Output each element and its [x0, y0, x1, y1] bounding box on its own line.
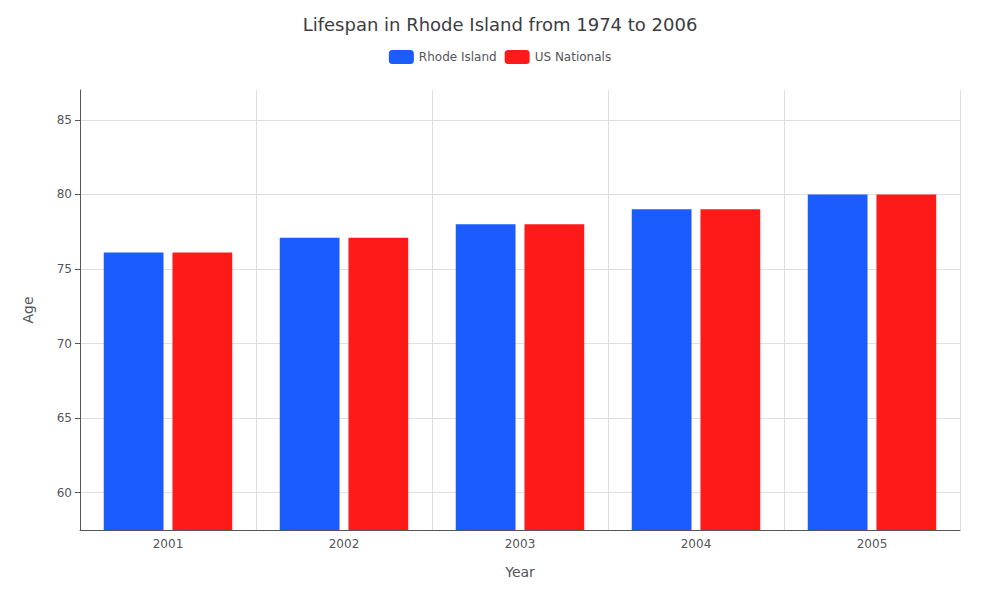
- svg-text:2004: 2004: [681, 537, 712, 551]
- svg-text:2005: 2005: [857, 537, 888, 551]
- svg-text:Age: Age: [20, 296, 36, 323]
- svg-text:Lifespan in Rhode Island from: Lifespan in Rhode Island from 1974 to 20…: [303, 14, 698, 35]
- svg-text:2001: 2001: [153, 537, 184, 551]
- svg-text:2002: 2002: [329, 537, 360, 551]
- svg-text:80: 80: [57, 187, 72, 201]
- svg-text:85: 85: [57, 113, 72, 127]
- svg-text:US Nationals: US Nationals: [535, 50, 611, 64]
- svg-text:60: 60: [57, 486, 72, 500]
- svg-text:Year: Year: [504, 564, 535, 580]
- svg-text:2003: 2003: [505, 537, 536, 551]
- svg-text:65: 65: [57, 411, 72, 425]
- svg-text:75: 75: [57, 262, 72, 276]
- svg-text:70: 70: [57, 337, 72, 351]
- svg-text:Rhode Island: Rhode Island: [419, 50, 497, 64]
